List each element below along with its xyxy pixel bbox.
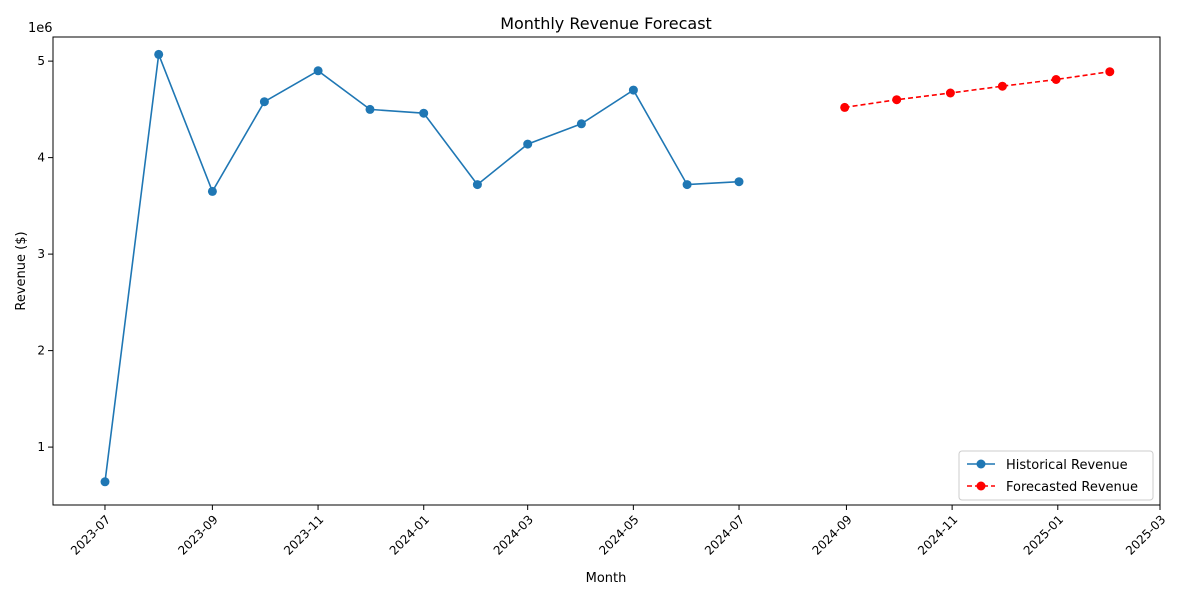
x-tick-label: 2023-09 (175, 512, 220, 557)
legend-box (958, 450, 1154, 501)
historical-data-point (523, 139, 533, 149)
historical-data-point (207, 186, 217, 196)
forecast-data-point (840, 102, 850, 112)
y-offset-label: 1e6 (28, 21, 53, 36)
x-tick-label: 2024-03 (491, 512, 536, 557)
forecast-revenue-line (844, 70, 1110, 109)
forecast-data-point (997, 81, 1007, 91)
forecast-data-point (945, 88, 955, 98)
x-tick-label: 2024-01 (387, 512, 432, 557)
x-tick-label: 2025-01 (1021, 512, 1066, 557)
legend-forecast-label: Forecasted Revenue (1006, 480, 1138, 495)
x-tick-label: 2024-11 (915, 512, 960, 557)
legend-historical-marker (976, 459, 986, 469)
forecast-data-point (1051, 75, 1061, 84)
historical-data-point (313, 66, 323, 76)
chart-title: Monthly Revenue Forecast (500, 14, 712, 33)
x-tick-label: 2025-03 (1123, 512, 1168, 557)
historical-data-point (100, 477, 110, 487)
historical-data-point (734, 177, 744, 187)
historical-data-point (154, 49, 164, 59)
x-tick-label: 2024-07 (702, 512, 747, 557)
historical-revenue-line (104, 54, 740, 482)
x-axis-label: Month (586, 571, 627, 586)
historical-data-point (365, 104, 375, 114)
legend: Historical Revenue Forecasted Revenue (958, 450, 1154, 501)
y-tick-label: 3 (37, 247, 45, 261)
plot-frame (52, 36, 1161, 506)
x-tick-label: 2023-11 (281, 512, 326, 557)
y-tick-label: 5 (37, 54, 45, 68)
x-tick-label: 2024-09 (809, 512, 854, 557)
historical-data-point (682, 180, 692, 190)
legend-historical-label: Historical Revenue (1006, 458, 1128, 473)
historical-data-point (419, 108, 429, 118)
y-tick-label: 2 (37, 344, 45, 358)
plot-area (100, 49, 1115, 487)
forecast-data-point (892, 95, 902, 105)
historical-data-point (472, 180, 482, 190)
x-tick-label: 2024-05 (596, 512, 641, 557)
y-tick-label: 1 (37, 440, 45, 454)
historical-data-point (628, 85, 638, 95)
legend-forecast-marker (976, 481, 986, 491)
y-tick-label: 4 (37, 151, 45, 165)
forecast-data-point (1105, 67, 1115, 77)
historical-data-point (259, 97, 269, 107)
y-axis-label: Revenue ($) (14, 231, 29, 310)
historical-data-point (576, 119, 586, 129)
x-tick-label: 2023-07 (68, 512, 113, 557)
